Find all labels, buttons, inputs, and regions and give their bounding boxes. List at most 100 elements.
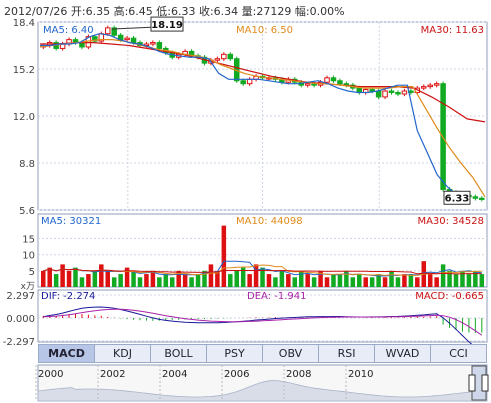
volume-bar: [273, 277, 278, 287]
candle-body: [330, 77, 337, 82]
volume-bar: [298, 270, 304, 287]
volume-bar: [66, 270, 72, 287]
volume-bar: [118, 274, 123, 287]
last-label-box: [443, 190, 471, 205]
candle-body: [369, 89, 375, 92]
volume-ma30-legend: MA30: 34528: [417, 216, 484, 227]
last-label: 6.33: [445, 193, 470, 204]
candle-body: [427, 84, 433, 88]
navigator-year-tick: 2006: [224, 369, 249, 380]
volume-bar: [434, 277, 439, 287]
volume-bar: [382, 277, 388, 287]
tab-cci[interactable]: CCI: [449, 347, 468, 360]
high-label: 18.19: [151, 20, 183, 31]
volume-bar: [189, 277, 194, 287]
history-navigator[interactable]: 2000 2002 2004 2006 2008 2010: [0, 363, 491, 403]
volume-bar: [99, 264, 104, 287]
volume-bar: [47, 267, 52, 287]
candle-body: [388, 90, 395, 93]
ma30-line: [40, 41, 486, 123]
price-y-tick: 12.0: [13, 112, 35, 123]
tab-macd[interactable]: MACD: [39, 345, 95, 362]
dif-line: [43, 306, 483, 353]
candle-body: [156, 42, 163, 49]
volume-bar: [279, 270, 285, 287]
volume-bar: [292, 277, 298, 287]
volume-bar: [124, 267, 130, 287]
volume-bar: [253, 264, 259, 287]
ma10-legend: MA10: 6.50: [236, 25, 293, 36]
candle-body: [395, 92, 401, 95]
tab-rsi[interactable]: RSI: [319, 345, 375, 362]
candle-body: [246, 78, 253, 85]
candle-body: [304, 83, 311, 86]
ma10-line: [39, 38, 486, 198]
candle-body: [227, 53, 234, 60]
candle-body: [324, 77, 330, 83]
volume-y-tick: 5: [29, 267, 35, 278]
volume-bar: [215, 270, 220, 287]
navigator-year-tick: 2002: [100, 369, 125, 380]
candle-body: [104, 27, 111, 35]
candle-body: [472, 196, 479, 199]
macd-panel: 2.297 0.000 -2.297 DIF: -2.274 DEA: -1.941 MA…: [3, 289, 488, 353]
volume-bar: [86, 274, 91, 287]
tab-obv[interactable]: OBV: [263, 345, 319, 362]
volume-bar: [202, 270, 207, 287]
volume-bar: [479, 274, 485, 287]
volume-bar: [266, 274, 272, 287]
volume-bar: [415, 277, 420, 287]
volume-bar: [473, 270, 478, 287]
ma30-legend: MA30: 11.63: [421, 25, 484, 36]
tab-wvad[interactable]: WVAD: [375, 345, 431, 362]
volume-bar: [260, 267, 265, 287]
high-label-box: [150, 16, 184, 32]
volume-bar: [331, 274, 336, 287]
candle-body: [337, 80, 343, 85]
volume-bar: [363, 277, 368, 287]
volume-bar: [337, 274, 343, 287]
price-panel: 18.415.212.08.85.62012/052012/062012/07M…: [13, 16, 488, 226]
volume-bar: [453, 274, 459, 287]
volume-bar: [318, 270, 323, 287]
volume-bar: [79, 277, 85, 287]
price-y-tick: 18.4: [13, 18, 35, 29]
dea-legend: DEA: -1.941: [247, 291, 306, 302]
volume-bar: [144, 274, 149, 287]
candle-body: [79, 42, 85, 48]
candle-body: [401, 90, 408, 95]
volume-bar: [286, 274, 291, 287]
tab-boll[interactable]: BOLL: [151, 345, 207, 362]
candle-body: [421, 86, 427, 89]
macd-y-tick: 0.000: [6, 314, 35, 325]
volume-bar: [460, 270, 465, 287]
candle-body: [214, 58, 221, 61]
volume-bar: [350, 277, 356, 287]
tab-kdj[interactable]: KDJ: [95, 345, 151, 362]
volume-bar: [73, 267, 78, 287]
volume-bar: [221, 225, 227, 287]
price-y-tick: 5.6: [19, 206, 35, 217]
volume-bar: [208, 264, 214, 287]
candle-body: [130, 37, 137, 44]
volume-bar: [402, 274, 407, 287]
candle-body: [479, 197, 485, 200]
candle-body: [375, 90, 382, 98]
tab-psy[interactable]: PSY: [207, 345, 263, 362]
volume-bar: [60, 264, 65, 287]
volume-bar: [376, 274, 381, 287]
ma5-line: [40, 33, 468, 199]
volume-bar: [344, 270, 349, 287]
macd-legend: MACD: -0.665: [415, 291, 484, 302]
volume-bar: [369, 277, 375, 287]
volume-bar: [150, 270, 156, 287]
price-y-tick: 8.8: [19, 159, 35, 170]
volume-bar: [53, 274, 59, 287]
volume-bar: [169, 277, 175, 287]
volume-ma10-legend: MA10: 44098: [236, 216, 303, 227]
candle-body: [92, 36, 98, 42]
volume-panel: 15 10 5 x万 MA5: 30321 MA10: 44098 MA30: 34528: [21, 213, 488, 292]
volume-bar: [408, 274, 414, 287]
volume-bar: [157, 277, 162, 287]
